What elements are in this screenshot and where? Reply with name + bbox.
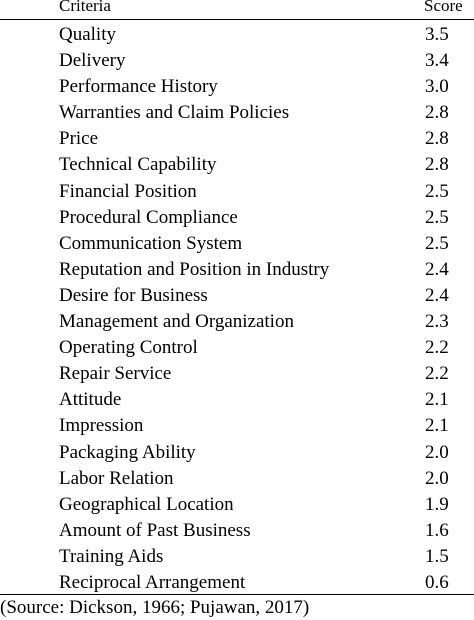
table-row: Training Aids 1.5 bbox=[0, 544, 474, 570]
table-row: Attitude 2.1 bbox=[0, 387, 474, 413]
criteria-cell: Price bbox=[59, 128, 99, 150]
score-cell: 2.5 bbox=[425, 206, 449, 228]
criteria-cell: Delivery bbox=[59, 50, 126, 72]
table-row: Communication System 2.5 bbox=[0, 231, 474, 257]
score-cell: 3.4 bbox=[425, 50, 449, 72]
table-row: Reciprocal Arrangement 0.6 bbox=[0, 570, 474, 596]
criteria-cell: Training Aids bbox=[59, 545, 164, 567]
criteria-cell: Technical Capability bbox=[59, 154, 217, 176]
criteria-cell: Operating Control bbox=[59, 337, 198, 359]
table-row: Quality 3.5 bbox=[0, 22, 474, 48]
criteria-cell: Management and Organization bbox=[59, 311, 294, 333]
table-row: Packaging Ability 2.0 bbox=[0, 440, 474, 466]
score-cell: 2.5 bbox=[425, 180, 449, 202]
score-cell: 0.6 bbox=[425, 571, 449, 593]
table-row: Financial Position 2.5 bbox=[0, 179, 474, 205]
table-row: Performance History 3.0 bbox=[0, 74, 474, 100]
criteria-cell: Packaging Ability bbox=[59, 441, 196, 463]
score-cell: 1.5 bbox=[425, 545, 449, 567]
score-cell: 2.5 bbox=[425, 232, 449, 254]
score-cell: 2.0 bbox=[425, 441, 449, 463]
table-header: Criteria Score bbox=[0, 0, 474, 20]
table-row: Management and Organization 2.3 bbox=[0, 309, 474, 335]
table-bottom-rule bbox=[0, 594, 474, 595]
table-top-rule bbox=[0, 19, 474, 20]
table-row: Operating Control 2.2 bbox=[0, 335, 474, 361]
criteria-cell: Labor Relation bbox=[59, 467, 174, 489]
table-row: Desire for Business 2.4 bbox=[0, 283, 474, 309]
criteria-cell: Communication System bbox=[59, 232, 243, 254]
table-body: Quality 3.5 Delivery 3.4 Performance History… bbox=[0, 22, 474, 596]
criteria-cell: Reciprocal Arrangement bbox=[59, 571, 246, 593]
table-row: Reputation and Position in Industry 2.4 bbox=[0, 257, 474, 283]
criteria-cell: Procedural Compliance bbox=[59, 206, 238, 228]
score-cell: 2.2 bbox=[425, 363, 449, 385]
criteria-cell: Financial Position bbox=[59, 180, 197, 202]
table-row: Amount of Past Business 1.6 bbox=[0, 518, 474, 544]
table-row: Repair Service 2.2 bbox=[0, 361, 474, 387]
score-cell: 3.5 bbox=[425, 24, 449, 45]
score-cell: 2.3 bbox=[425, 311, 449, 333]
criteria-cell: Reputation and Position in Industry bbox=[59, 258, 330, 280]
score-cell: 1.6 bbox=[425, 519, 449, 541]
criteria-column-header: Criteria bbox=[59, 0, 111, 15]
source-citation: (Source: Dickson, 1966; Pujawan, 2017) bbox=[0, 597, 310, 618]
score-cell: 2.0 bbox=[425, 467, 449, 489]
score-cell: 3.0 bbox=[425, 76, 449, 98]
criteria-cell: Repair Service bbox=[59, 363, 172, 385]
table-row: Delivery 3.4 bbox=[0, 48, 474, 74]
criteria-cell: Geographical Location bbox=[59, 493, 234, 515]
table-row: Technical Capability 2.8 bbox=[0, 152, 474, 178]
score-cell: 2.1 bbox=[425, 415, 449, 437]
table-row: Impression 2.1 bbox=[0, 413, 474, 439]
score-cell: 1.9 bbox=[425, 493, 449, 515]
table-row: Procedural Compliance 2.5 bbox=[0, 205, 474, 231]
score-cell: 2.8 bbox=[425, 128, 449, 150]
criteria-cell: Attitude bbox=[59, 389, 122, 411]
table-row: Price 2.8 bbox=[0, 126, 474, 152]
score-column-header: Score bbox=[424, 0, 463, 15]
criteria-cell: Impression bbox=[59, 415, 144, 437]
score-cell: 2.4 bbox=[425, 284, 449, 306]
criteria-cell: Warranties and Claim Policies bbox=[59, 102, 290, 124]
score-cell: 2.8 bbox=[425, 102, 449, 124]
table-row: Labor Relation 2.0 bbox=[0, 466, 474, 492]
criteria-cell: Quality bbox=[59, 24, 116, 45]
table-row: Geographical Location 1.9 bbox=[0, 492, 474, 518]
score-cell: 2.1 bbox=[425, 389, 449, 411]
score-cell: 2.4 bbox=[425, 258, 449, 280]
score-cell: 2.2 bbox=[425, 337, 449, 359]
table-row: Warranties and Claim Policies 2.8 bbox=[0, 100, 474, 126]
score-cell: 2.8 bbox=[425, 154, 449, 176]
criteria-cell: Amount of Past Business bbox=[59, 519, 251, 541]
criteria-cell: Desire for Business bbox=[59, 284, 208, 306]
criteria-cell: Performance History bbox=[59, 76, 218, 98]
